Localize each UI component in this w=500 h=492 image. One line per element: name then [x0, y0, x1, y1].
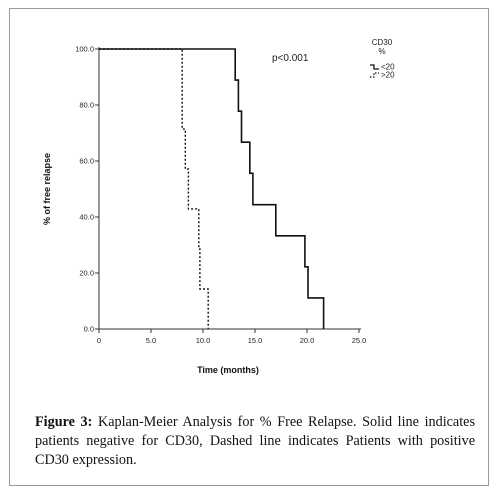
- x-tick-label: 10.0: [196, 336, 211, 345]
- x-tick-label: 5.0: [146, 336, 156, 345]
- x-tick-label: 20.0: [300, 336, 315, 345]
- y-axis-label: % of free relapse: [42, 153, 52, 225]
- solid-series-line: [99, 48, 325, 329]
- y-tick-label: 20.0: [79, 269, 94, 278]
- caption-label: Figure 3:: [35, 414, 93, 430]
- legend-title: CD30: [372, 38, 393, 47]
- legend-entry: >20: [381, 71, 395, 80]
- legend-symbol: [370, 72, 379, 78]
- x-axis-label: Time (months): [197, 365, 259, 375]
- y-tick-label: 60.0: [79, 157, 94, 166]
- y-tick-label: 0.0: [84, 325, 94, 334]
- x-tick-label: 15.0: [248, 336, 263, 345]
- chart-legend: CD30% <20>20: [370, 38, 395, 80]
- dashed-series-line: [99, 48, 209, 329]
- y-tick-label: 80.0: [79, 101, 94, 110]
- legend-symbol: [370, 64, 379, 70]
- survival-curves: [99, 48, 325, 329]
- y-tick-label: 100.0: [75, 45, 94, 54]
- figure-frame: 0.0 20.0 40.0 60.0 80.0 100.0 0 5.0 10.0 15.0 20.0…: [9, 8, 489, 486]
- caption-text: Kaplan-Meier Analysis for % Free Relapse…: [35, 414, 475, 468]
- legend-entry: <20: [381, 63, 395, 72]
- figure-caption: Figure 3: Kaplan-Meier Analysis for % Fr…: [35, 413, 475, 470]
- legend-title: %: [378, 47, 385, 56]
- kaplan-meier-chart: 0.0 20.0 40.0 60.0 80.0 100.0 0 5.0 10.0 15.0 20.0…: [42, 38, 395, 375]
- x-tick-label: 25.0: [352, 336, 367, 345]
- x-tick-label: 0: [97, 336, 101, 345]
- p-value-annotation: p<0.001: [272, 53, 309, 64]
- y-tick-label: 40.0: [79, 213, 94, 222]
- chart-axes: 0.0 20.0 40.0 60.0 80.0 100.0 0 5.0 10.0 15.0 20.0…: [75, 45, 366, 345]
